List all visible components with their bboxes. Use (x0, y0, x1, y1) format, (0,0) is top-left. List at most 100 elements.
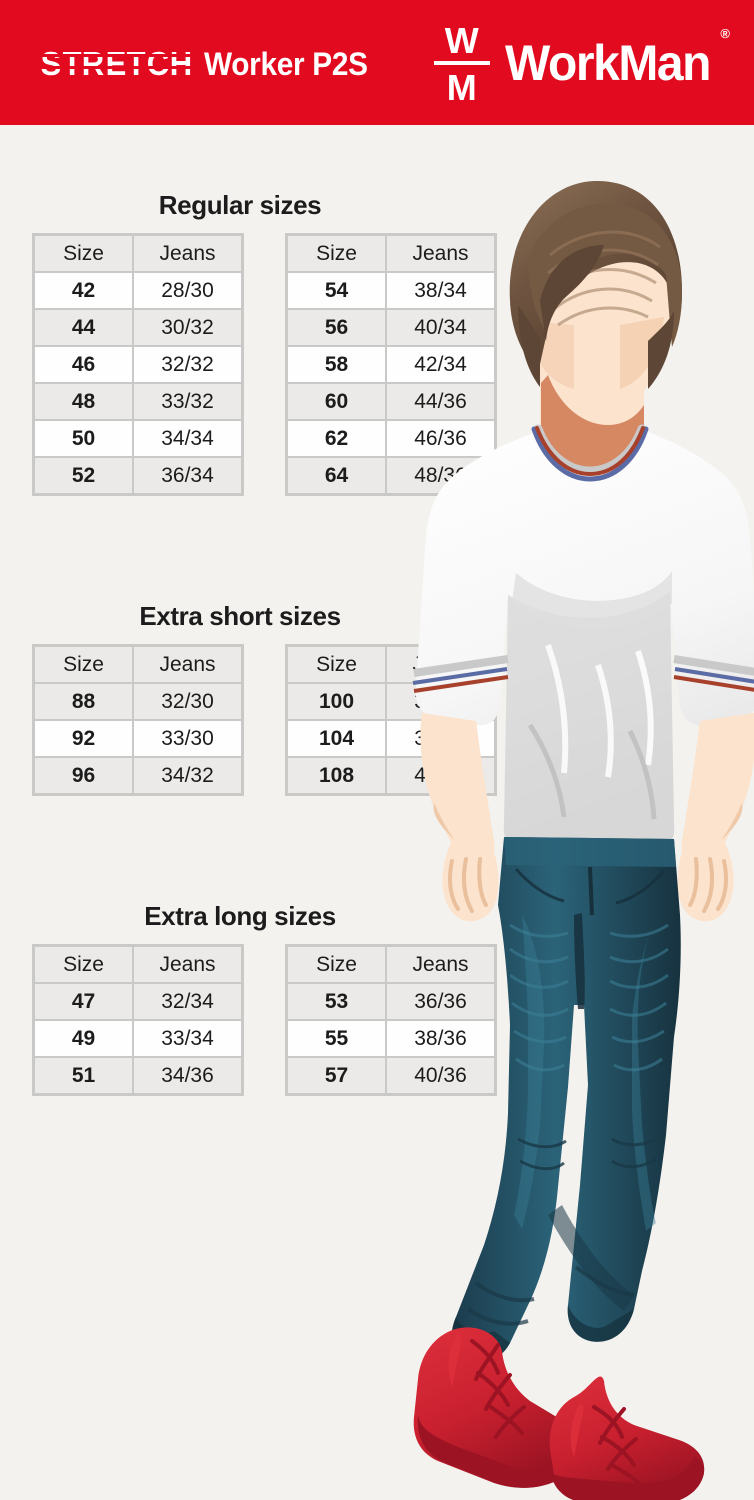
size-table-extra-long-left: Size Jeans 47 32/34 49 33/34 51 34/36 (32, 944, 244, 1096)
table-row: 52 36/34 (35, 458, 241, 493)
jeans-waistband (504, 837, 676, 867)
brand-wordmark: WorkMan (504, 35, 712, 91)
table-row: 88 32/30 (35, 684, 241, 719)
head-and-neck-shape (516, 198, 672, 469)
arm-left-shadow (433, 803, 462, 849)
section-extra-long-sizes: Extra long sizes Size Jeans 47 32/34 49 33/… (0, 901, 520, 1096)
column-header-jeans: Jeans (134, 236, 241, 271)
hair-fringe (540, 245, 604, 341)
table-body: 88 32/30 92 33/30 96 34/32 (35, 684, 241, 793)
column-header-jeans: Jeans (134, 647, 241, 682)
cell-jeans: 38/32 (387, 721, 494, 756)
stencil-letter: E (104, 45, 126, 82)
cell-size: 92 (35, 721, 132, 756)
table-row: 48 33/32 (35, 384, 241, 419)
cell-jeans: 34/32 (134, 758, 241, 793)
jeans-cuff-shadow-right (567, 1305, 634, 1342)
hair-highlight-strands (547, 230, 661, 327)
size-table-extra-short-left: Size Jeans 88 32/30 92 33/30 96 34/32 (32, 644, 244, 796)
table-row: 92 33/30 (35, 721, 241, 756)
neck-shadow (541, 375, 644, 468)
cell-jeans: 33/32 (134, 384, 241, 419)
monogram-letter-w: W (444, 20, 479, 61)
section-title: Regular sizes (158, 190, 322, 220)
shoe-right-laces (592, 1405, 648, 1491)
cell-size: 56 (288, 310, 385, 345)
cell-jeans: 34/36 (134, 1058, 241, 1093)
table-row: 47 32/34 (35, 984, 241, 1019)
tshirt-chest-fold (512, 571, 672, 629)
shoe-left (413, 1327, 585, 1488)
table-header-row: Size Jeans (288, 647, 494, 682)
shoe-right-sole (550, 1457, 704, 1500)
table-header-row: Size Jeans (35, 947, 241, 982)
cell-jeans: 40/36 (387, 1058, 494, 1093)
cell-size: 50 (35, 421, 132, 456)
table-header-row: Size Jeans (288, 947, 494, 982)
table-row: 100 36/32 (288, 684, 494, 719)
cell-size: 42 (35, 273, 132, 308)
tshirt-highlight-folds (545, 644, 654, 778)
table-row: 104 38/32 (288, 721, 494, 756)
table-header-row: Size Jeans (288, 236, 494, 271)
shoe-left-sole (417, 1415, 582, 1488)
hair-top-layer (528, 203, 682, 347)
column-header-size: Size (35, 647, 132, 682)
hair-main (509, 180, 682, 373)
cell-size: 108 (288, 758, 385, 793)
cell-jeans: 36/34 (134, 458, 241, 493)
column-header-size: Size (288, 947, 385, 982)
table-row: 42 28/30 (35, 273, 241, 308)
face-shadow-right (620, 317, 664, 389)
table-row: 51 34/36 (35, 1058, 241, 1093)
stencil-letter: R (80, 45, 106, 82)
jeans-highlight-right (632, 917, 656, 1231)
stencil-letter: T (125, 45, 146, 82)
cell-jeans: 42/34 (387, 347, 494, 382)
column-header-jeans: Jeans (387, 647, 494, 682)
cell-jeans: 32/34 (134, 984, 241, 1019)
size-table-extra-short-right: Size Jeans 100 36/32 104 38/32 108 40/32 (285, 644, 497, 796)
jeans-lower-creases (466, 1265, 635, 1326)
cell-size: 54 (288, 273, 385, 308)
table-body: 100 36/32 104 38/32 108 40/32 (288, 684, 494, 793)
cell-size: 52 (35, 458, 132, 493)
jeans-knee-creases (517, 1135, 661, 1171)
wm-monogram-icon: W M (433, 20, 491, 106)
table-row: 53 36/36 (288, 984, 494, 1019)
table-row: 64 48/36 (288, 458, 494, 493)
cell-jeans: 33/34 (134, 1021, 241, 1056)
cell-jeans: 28/30 (134, 273, 241, 308)
stencil-letter: H (168, 45, 193, 82)
column-header-size: Size (35, 236, 132, 271)
table-row: 58 42/34 (288, 347, 494, 382)
cell-size: 53 (288, 984, 385, 1019)
stencil-letter: C (145, 45, 170, 82)
jeans-crotch-seam (574, 913, 585, 1009)
cell-size: 55 (288, 1021, 385, 1056)
jeans-cross-fold (548, 1205, 634, 1311)
workman-logo: W M WorkMan ® (433, 20, 730, 106)
tshirt-shadow-folds (527, 723, 657, 820)
table-row: 57 40/36 (288, 1058, 494, 1093)
hand-right (677, 832, 734, 922)
table-pair: Size Jeans 88 32/30 92 33/30 96 34/32 Size Je… (0, 644, 520, 796)
cell-jeans: 38/34 (387, 273, 494, 308)
cell-size: 60 (288, 384, 385, 419)
cell-jeans: 36/32 (387, 684, 494, 719)
cell-jeans: 36/36 (387, 984, 494, 1019)
jeans-wrinkles-right (609, 923, 669, 1072)
jeans-cuff-shadow-left (451, 1317, 510, 1363)
cell-size: 58 (288, 347, 385, 382)
column-header-size: Size (288, 236, 385, 271)
cell-jeans: 34/34 (134, 421, 241, 456)
face-shadow-left (526, 321, 574, 389)
cell-size: 96 (35, 758, 132, 793)
jeans-pocket-left (514, 868, 565, 903)
cell-jeans: 46/36 (387, 421, 494, 456)
column-header-size: Size (35, 947, 132, 982)
table-header-row: Size Jeans (35, 647, 241, 682)
table-row: 49 33/34 (35, 1021, 241, 1056)
